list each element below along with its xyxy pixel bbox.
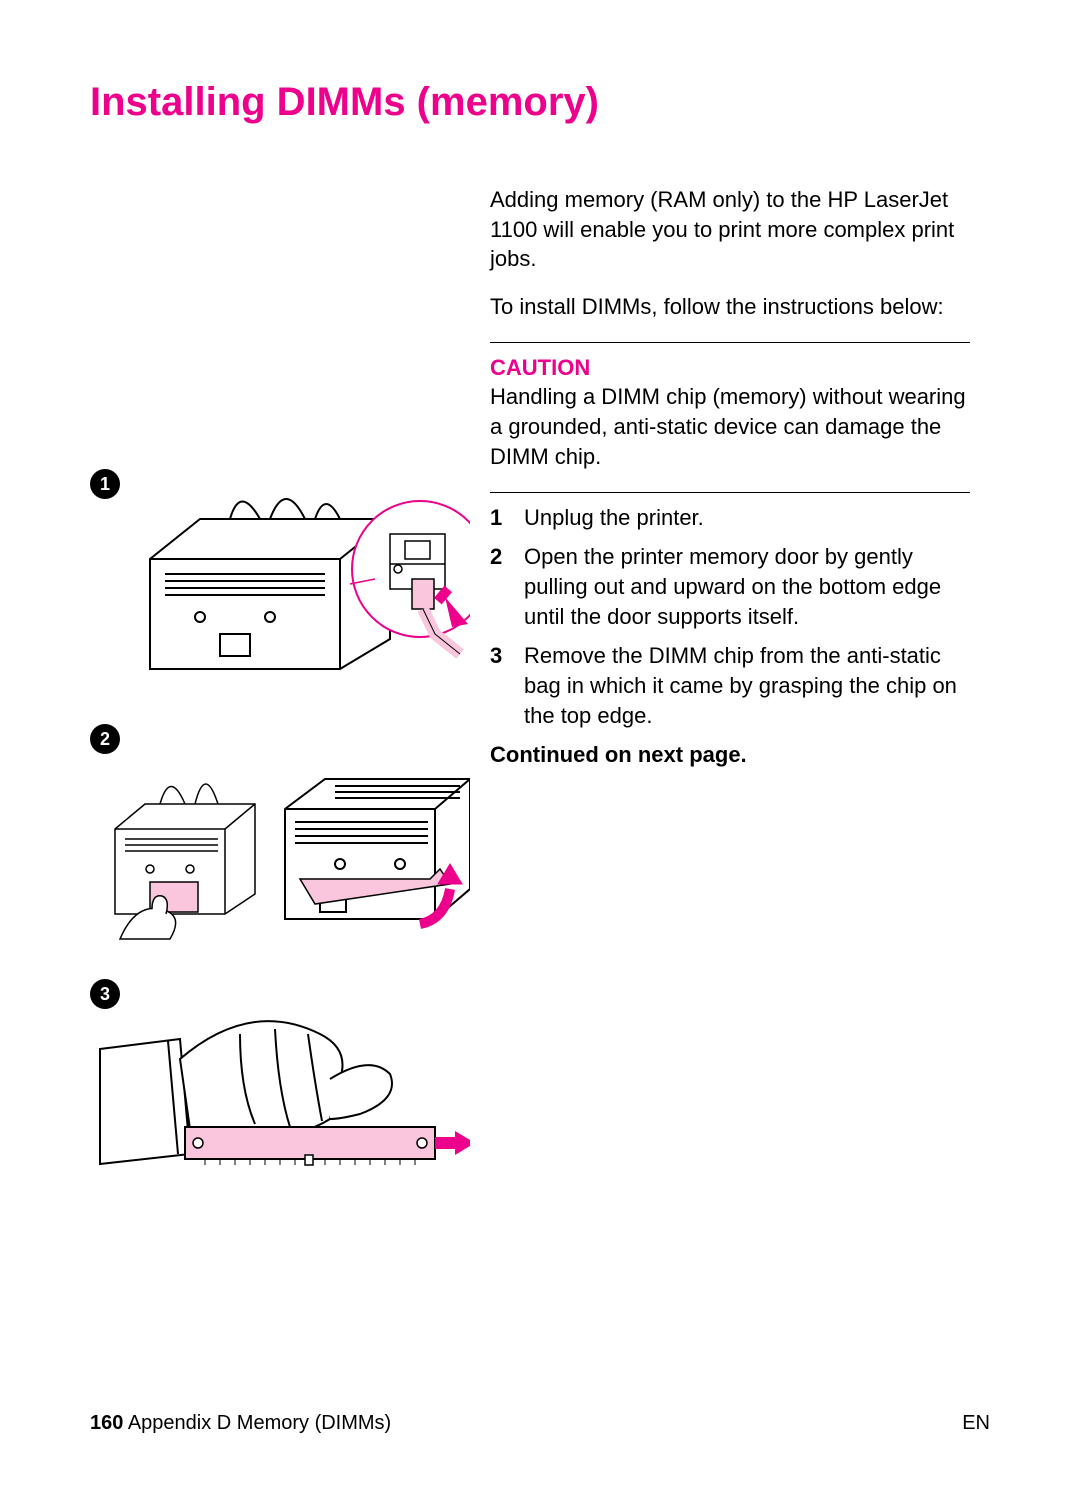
footer-section-text: Appendix D Memory (DIMMs)	[128, 1412, 391, 1434]
page-footer: 160 Appendix D Memory (DIMMs) EN	[90, 1412, 990, 1435]
text-column: Adding memory (RAM only) to the HP Laser…	[470, 185, 970, 1224]
figure-number-badge: 1	[90, 469, 120, 499]
figure-2: 2	[90, 724, 470, 949]
steps-list: 1 Unplug the printer. 2 Open the printer…	[490, 503, 970, 731]
footer-lang: EN	[962, 1412, 990, 1435]
caution-block: CAUTION Handling a DIMM chip (memory) wi…	[490, 353, 970, 472]
caution-label: CAUTION	[490, 355, 590, 380]
figure-3: 3	[90, 979, 470, 1194]
step-number: 1	[490, 503, 524, 533]
step-number: 3	[490, 641, 524, 730]
divider	[490, 492, 970, 493]
page-number: 160	[90, 1412, 123, 1434]
step-text: Unplug the printer.	[524, 503, 704, 533]
intro-paragraph-1: Adding memory (RAM only) to the HP Laser…	[490, 185, 970, 274]
intro-paragraph-2: To install DIMMs, follow the instruction…	[490, 292, 970, 322]
step-number: 2	[490, 542, 524, 631]
figure-1: 1	[90, 469, 470, 694]
step-item: 2 Open the printer memory door by gently…	[490, 542, 970, 631]
figures-column: 1	[90, 185, 470, 1224]
step-item: 3 Remove the DIMM chip from the anti-sta…	[490, 641, 970, 730]
caution-text: Handling a DIMM chip (memory) without we…	[490, 384, 966, 468]
figure-3-illustration	[90, 979, 470, 1194]
page: Installing DIMMs (memory) 1	[0, 0, 1080, 1495]
page-title: Installing DIMMs (memory)	[90, 80, 990, 125]
footer-left: 160 Appendix D Memory (DIMMs)	[90, 1412, 391, 1435]
divider	[490, 342, 970, 343]
step-text: Remove the DIMM chip from the anti-stati…	[524, 641, 970, 730]
continued-text: Continued on next page.	[490, 742, 970, 768]
figure-number-badge: 2	[90, 724, 120, 754]
figure-number-badge: 3	[90, 979, 120, 1009]
figure-1-illustration	[90, 469, 470, 694]
step-text: Open the printer memory door by gently p…	[524, 542, 970, 631]
step-item: 1 Unplug the printer.	[490, 503, 970, 533]
content-row: 1	[90, 185, 990, 1224]
figure-2-illustration	[90, 724, 470, 949]
